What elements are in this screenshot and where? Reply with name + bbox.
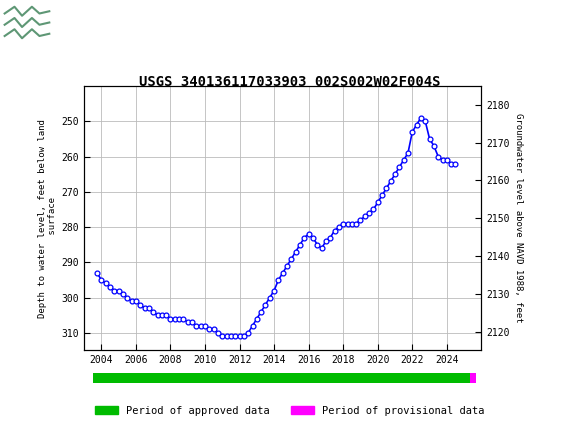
Y-axis label: Groundwater level above NAVD 1988, feet: Groundwater level above NAVD 1988, feet [514,114,523,323]
Bar [470,373,476,383]
Text: USGS: USGS [58,13,113,31]
Y-axis label: Depth to water level, feet below land
 surface: Depth to water level, feet below land su… [38,119,57,318]
FancyBboxPatch shape [3,2,52,43]
Text: USGS 340136117033903 002S002W02F004S: USGS 340136117033903 002S002W02F004S [139,75,441,89]
Legend: Period of approved data, Period of provisional data: Period of approved data, Period of provi… [95,405,485,416]
